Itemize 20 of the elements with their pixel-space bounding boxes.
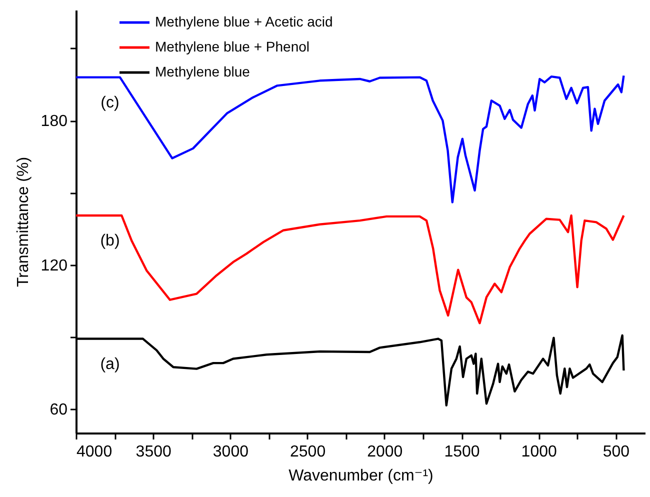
x-tick-label: 2500 (290, 444, 326, 460)
x-tick-label: 3000 (212, 444, 249, 460)
x-tick-label: 4000 (76, 444, 112, 460)
annotation: (b) (100, 232, 120, 250)
x-axis-title: Wavenumber (cm⁻¹) (288, 468, 434, 484)
legend-label: Methylene blue (155, 64, 250, 80)
y-tick-label: 120 (40, 257, 68, 274)
line-series (76, 214, 625, 324)
y-tick-label: 180 (40, 113, 68, 130)
legend-label: Methylene blue + Phenol (155, 38, 310, 54)
x-tick-label: 2000 (367, 444, 403, 460)
x-tick-label: 500 (602, 444, 630, 460)
x-tick-label: 1000 (521, 444, 557, 460)
x-tick-label: 3500 (136, 444, 172, 460)
y-axis-title: Transmittance (%) (14, 156, 32, 288)
y-tick-label: 60 (50, 401, 68, 418)
x-tick-label: 1500 (444, 444, 480, 460)
annotation: (c) (100, 94, 120, 112)
legend-label: Methylene blue + Acetic acid (155, 14, 333, 30)
annotation: (a) (100, 356, 120, 373)
